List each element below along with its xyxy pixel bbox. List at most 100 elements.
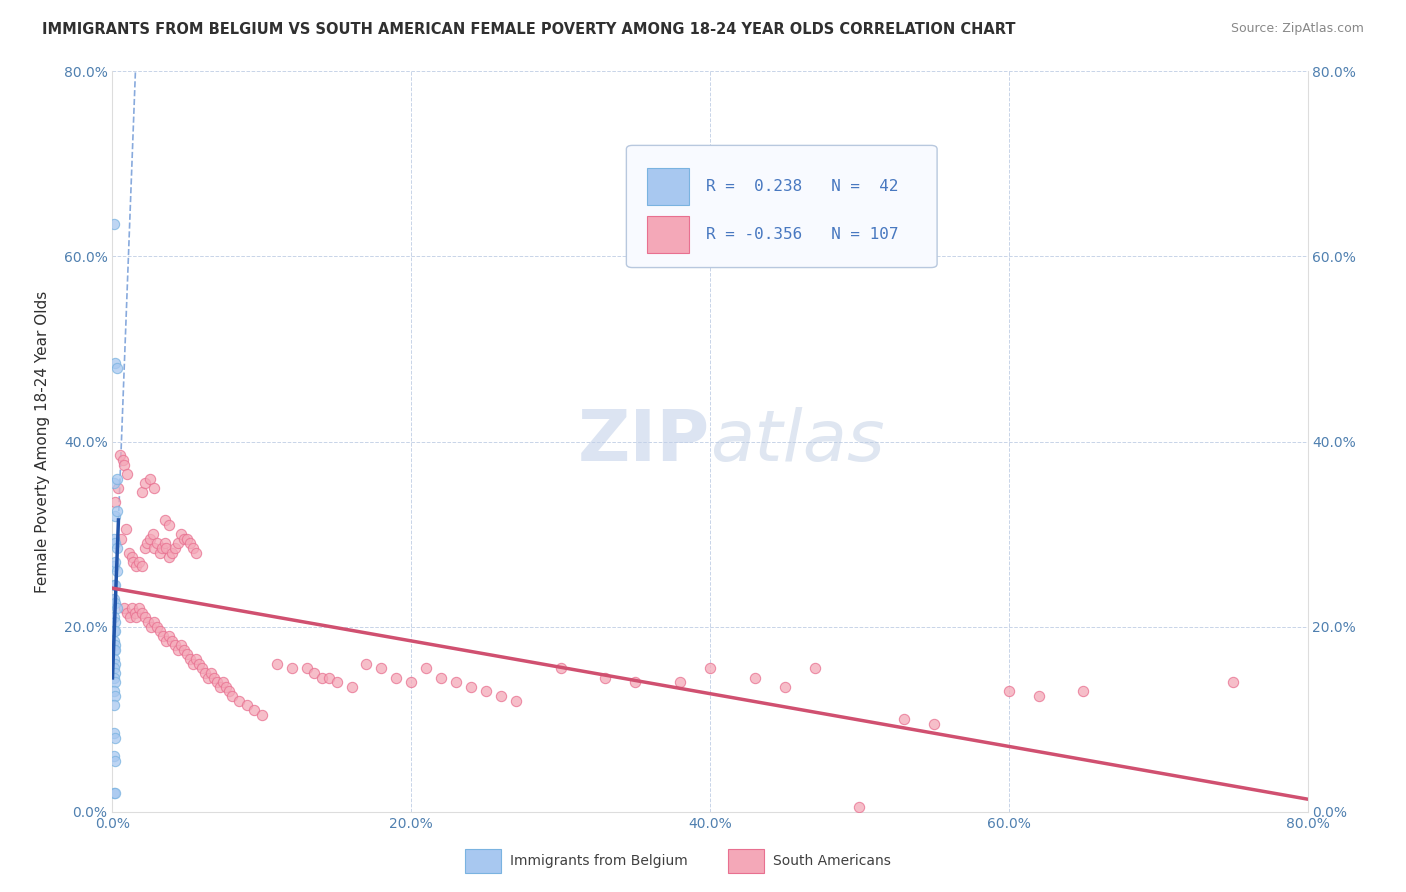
Point — [114, 601, 135, 615]
Point — [188, 657, 211, 671]
Point — [153, 536, 176, 550]
Y-axis label: Female Poverty Among 18-24 Year Olds: Female Poverty Among 18-24 Year Olds — [35, 291, 49, 592]
Point — [191, 661, 214, 675]
Point — [152, 629, 174, 643]
Point — [149, 624, 172, 639]
Point — [103, 698, 125, 713]
Point — [170, 527, 193, 541]
Point — [215, 680, 238, 694]
Point — [105, 564, 128, 578]
Point — [311, 671, 333, 685]
Point — [157, 629, 180, 643]
Text: R = -0.356   N = 107: R = -0.356 N = 107 — [706, 227, 898, 242]
Point — [1073, 684, 1095, 698]
Point — [104, 578, 127, 592]
Point — [200, 665, 222, 680]
Point — [181, 541, 204, 555]
Text: IMMIGRANTS FROM BELGIUM VS SOUTH AMERICAN FEMALE POVERTY AMONG 18-24 YEAR OLDS C: IMMIGRANTS FROM BELGIUM VS SOUTH AMERICA… — [42, 22, 1015, 37]
Point — [143, 481, 166, 495]
Point — [221, 689, 243, 703]
Point — [104, 624, 127, 639]
Point — [108, 449, 131, 463]
Point — [236, 698, 259, 713]
Point — [302, 665, 325, 680]
Point — [228, 694, 250, 708]
Point — [155, 633, 177, 648]
Point — [505, 694, 527, 708]
Point — [165, 638, 187, 652]
Point — [104, 508, 127, 523]
Point — [157, 517, 180, 532]
Point — [117, 606, 139, 620]
Point — [103, 578, 125, 592]
Point — [243, 703, 266, 717]
Point — [153, 513, 176, 527]
Point — [250, 707, 273, 722]
Point — [340, 680, 363, 694]
Point — [150, 541, 173, 555]
Point — [162, 633, 183, 648]
Point — [669, 675, 692, 690]
Point — [122, 555, 145, 569]
Point — [117, 467, 139, 481]
Point — [131, 559, 153, 574]
Point — [162, 545, 183, 560]
Point — [131, 485, 153, 500]
Text: Source: ZipAtlas.com: Source: ZipAtlas.com — [1230, 22, 1364, 36]
Point — [803, 661, 825, 675]
Point — [475, 684, 498, 698]
Point — [104, 555, 127, 569]
Point — [103, 671, 125, 685]
Text: atlas: atlas — [710, 407, 884, 476]
Point — [104, 731, 127, 745]
FancyBboxPatch shape — [647, 168, 689, 204]
Point — [699, 661, 721, 675]
Point — [104, 642, 127, 657]
Point — [141, 619, 163, 633]
Point — [104, 597, 127, 611]
Point — [131, 606, 153, 620]
FancyBboxPatch shape — [647, 216, 689, 252]
Point — [104, 786, 127, 800]
Point — [103, 217, 125, 231]
Point — [179, 652, 201, 666]
Point — [103, 624, 125, 639]
Point — [179, 536, 201, 550]
Point — [139, 532, 162, 546]
Point — [401, 675, 423, 690]
Point — [103, 559, 125, 574]
Point — [1222, 675, 1244, 690]
Point — [104, 638, 127, 652]
Point — [146, 619, 169, 633]
Point — [146, 536, 169, 550]
Point — [370, 661, 392, 675]
Point — [103, 786, 125, 800]
Point — [128, 555, 150, 569]
Point — [103, 476, 125, 491]
Text: R =  0.238   N =  42: R = 0.238 N = 42 — [706, 178, 898, 194]
Point — [103, 591, 125, 606]
Point — [103, 610, 125, 624]
Point — [107, 481, 129, 495]
Point — [460, 680, 482, 694]
Point — [138, 615, 160, 629]
Point — [385, 671, 408, 685]
Point — [120, 610, 142, 624]
Point — [181, 657, 204, 671]
Point — [444, 675, 467, 690]
Point — [128, 601, 150, 615]
Point — [104, 494, 127, 508]
Point — [595, 671, 617, 685]
Point — [157, 550, 180, 565]
Point — [103, 642, 125, 657]
Point — [104, 675, 127, 690]
Point — [104, 689, 127, 703]
Point — [176, 532, 198, 546]
Point — [134, 476, 156, 491]
Point — [105, 541, 128, 555]
Point — [110, 532, 132, 546]
Point — [134, 541, 156, 555]
Point — [550, 661, 572, 675]
Point — [202, 671, 225, 685]
Point — [356, 657, 378, 671]
